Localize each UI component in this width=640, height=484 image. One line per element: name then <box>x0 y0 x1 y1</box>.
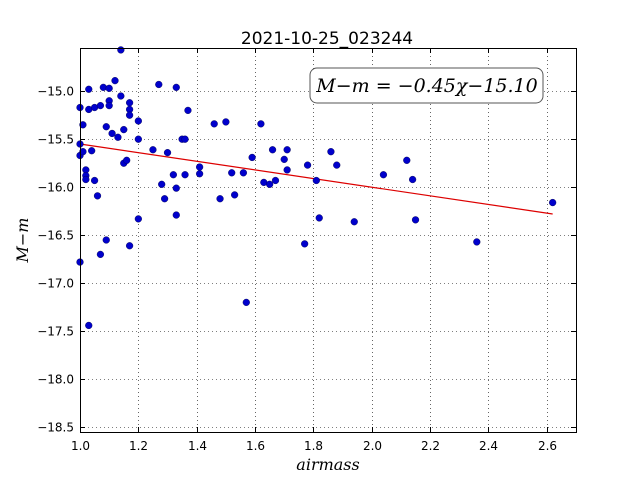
data-point <box>216 195 224 203</box>
data-point <box>85 321 93 330</box>
tick-labels-layer: 1.0 1.2 1.4 1.6 1.8 2.0 2.2 2.4 2.6 −15.0 −15.5 −16… <box>37 85 557 454</box>
chart-title: 2021-10-25_023244 <box>241 29 413 49</box>
data-point <box>126 99 134 107</box>
y-tick-label: −18.5 <box>37 421 74 435</box>
data-point <box>79 121 87 129</box>
x-tick-label: 1.0 <box>71 439 90 453</box>
data-point <box>102 236 110 244</box>
y-tick-label: −15.0 <box>37 85 74 99</box>
data-point <box>105 84 113 92</box>
data-point <box>79 148 87 156</box>
x-axis-label: airmass <box>296 455 359 474</box>
data-point <box>403 156 411 164</box>
data-point <box>283 166 291 174</box>
data-point <box>196 163 204 171</box>
annotation-text: M−m = −0.45χ−15.10 <box>315 75 537 97</box>
data-point <box>169 171 177 179</box>
fit-equation-annotation: M−m = −0.45χ−15.10 <box>309 67 544 104</box>
data-point <box>96 250 105 259</box>
points-layer <box>76 46 557 330</box>
data-point <box>242 298 250 307</box>
data-point <box>181 135 189 143</box>
ticks-layer <box>80 48 576 432</box>
data-point <box>222 118 230 126</box>
y-tick-label: −17.5 <box>37 325 74 339</box>
data-point <box>82 175 90 184</box>
data-point <box>163 149 172 157</box>
data-point <box>117 92 125 100</box>
y-tick-label: −16.5 <box>37 229 74 243</box>
data-point <box>196 170 204 178</box>
data-point <box>158 180 166 188</box>
data-point <box>134 215 142 223</box>
data-point <box>268 146 277 154</box>
data-point <box>134 117 142 125</box>
data-point <box>161 195 169 203</box>
data-point <box>228 169 236 177</box>
data-point <box>105 101 113 110</box>
data-point <box>126 111 134 119</box>
x-tick-label: 2.2 <box>421 439 440 453</box>
data-point <box>210 120 218 128</box>
data-point <box>280 155 288 163</box>
data-point <box>85 85 93 93</box>
data-point <box>117 46 125 54</box>
x-tick-label: 2.6 <box>538 439 557 453</box>
data-point <box>90 176 99 185</box>
data-point <box>88 147 96 155</box>
data-point <box>409 175 417 184</box>
y-tick-label: −18.0 <box>37 373 74 387</box>
data-point <box>114 133 122 141</box>
data-point <box>172 184 180 192</box>
data-point <box>102 123 110 131</box>
data-point <box>96 101 105 110</box>
data-point <box>239 169 247 177</box>
y-tick-label: −16.0 <box>37 181 74 195</box>
data-point <box>172 83 180 91</box>
data-point <box>134 135 142 143</box>
y-tick-label: −15.5 <box>37 133 74 147</box>
data-point <box>248 153 256 162</box>
data-point <box>350 218 358 226</box>
data-point <box>315 214 323 222</box>
data-point <box>411 216 420 224</box>
annotation-box <box>309 67 544 104</box>
data-point <box>172 211 180 219</box>
data-point <box>312 176 320 185</box>
data-point <box>549 198 557 207</box>
data-point <box>108 129 116 138</box>
x-tick-label: 2.4 <box>479 439 498 453</box>
data-point <box>231 191 239 199</box>
data-point <box>283 146 291 154</box>
data-point <box>155 80 163 89</box>
y-axis-label: M−m <box>13 218 32 264</box>
data-point <box>93 192 102 200</box>
x-tick-label: 1.4 <box>188 439 207 453</box>
data-point <box>327 148 335 156</box>
x-tick-label: 1.8 <box>304 439 323 453</box>
grid-layer <box>80 48 576 432</box>
x-tick-label: 1.6 <box>246 439 265 453</box>
plot-frame <box>80 48 577 433</box>
data-point <box>126 242 134 250</box>
data-point <box>266 180 274 188</box>
data-point <box>303 161 312 169</box>
data-point <box>271 176 280 185</box>
data-point <box>379 171 388 179</box>
data-point <box>257 120 265 128</box>
data-point <box>123 156 131 164</box>
data-point <box>301 240 309 248</box>
data-point <box>149 146 157 154</box>
x-tick-label: 2.0 <box>363 439 382 453</box>
data-point <box>184 106 192 115</box>
data-point <box>120 126 128 134</box>
data-point <box>333 161 341 169</box>
data-point <box>181 171 189 179</box>
data-point <box>111 77 119 85</box>
x-tick-label: 1.2 <box>129 439 148 453</box>
y-tick-label: −17.0 <box>37 277 74 291</box>
data-point <box>473 238 481 246</box>
